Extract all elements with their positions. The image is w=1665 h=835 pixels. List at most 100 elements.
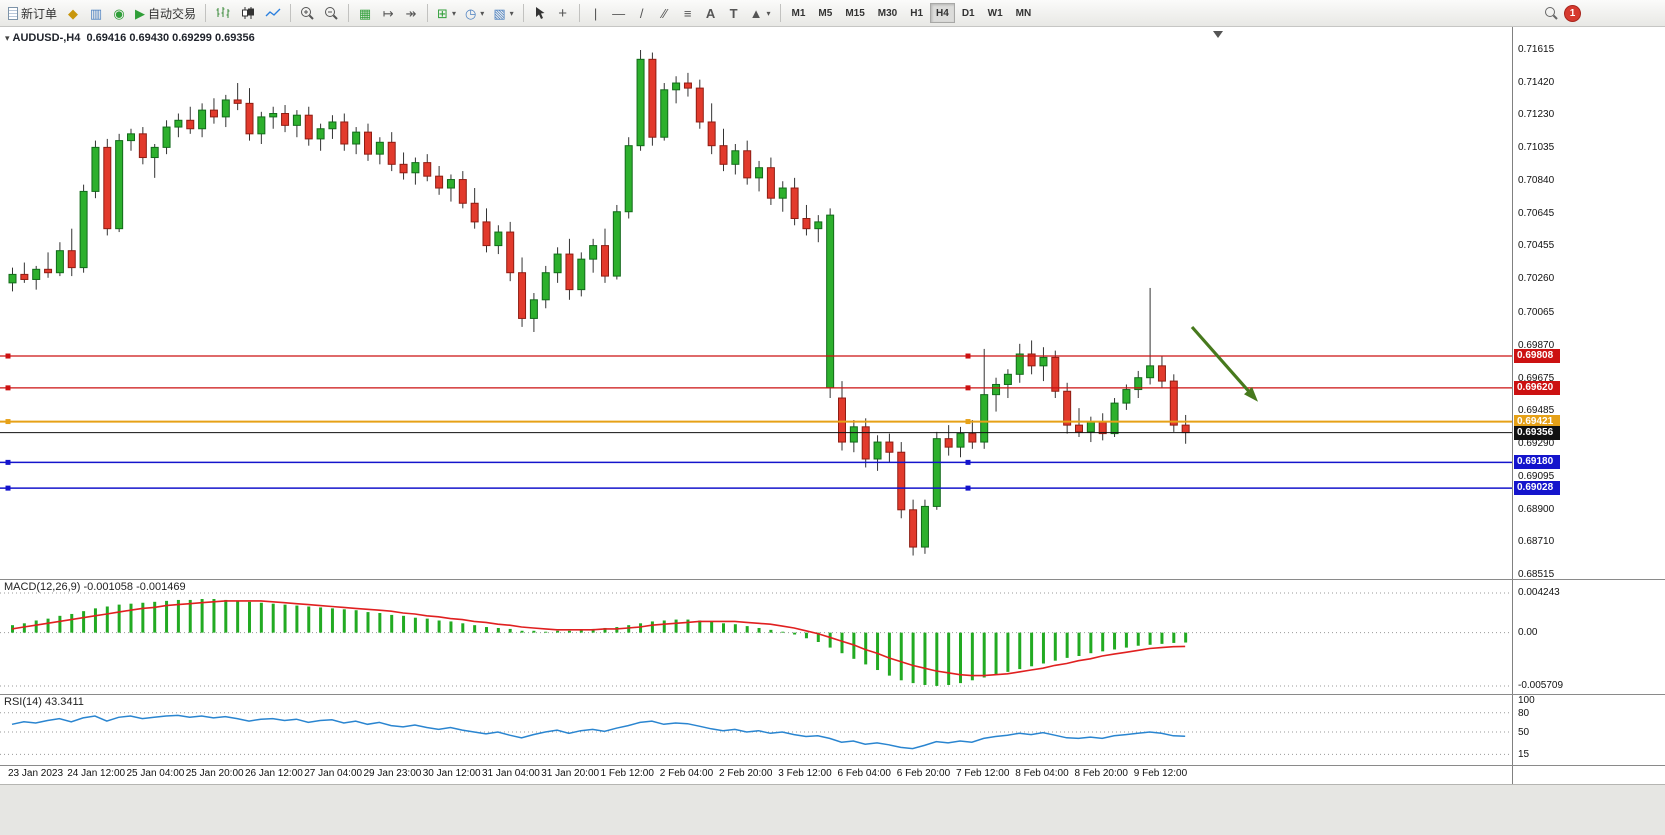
candle-down [399,163,408,174]
macd-panel[interactable]: MACD(12,26,9) -0.001058 -0.001469 [0,579,1512,694]
channel-button[interactable]: ∕∕ [654,2,676,24]
tile-windows-button[interactable]: ▦ [354,2,376,24]
toolbar-separator [427,4,429,22]
main-chart-panel[interactable]: ▾ AUDUSD-,H4 0.69416 0.69430 0.69299 0.69… [0,27,1512,579]
timeframe-w1-button[interactable]: W1 [982,3,1009,23]
macd-chart[interactable] [0,579,1512,694]
collapse-triangle-icon[interactable]: ▾ [5,33,10,43]
bar-chart-button[interactable] [211,2,235,24]
candlestick-chart[interactable] [0,27,1512,579]
candle-up [494,231,503,247]
candle-up [612,211,621,277]
price-tag-0.69180: 0.69180 [1514,455,1560,470]
price-axis[interactable]: 0.71615 0.71420 0.71230 0.71035 0.70840 0.706… [1512,27,1665,784]
timeframe-m1-button[interactable]: M1 [786,3,812,23]
fibonacci-button[interactable]: ≡ [677,2,699,24]
line-chart-icon [265,8,281,17]
horizontal-line-button[interactable]: — [608,2,630,24]
text-tool-button[interactable]: A [700,2,722,24]
candle-up [624,145,633,213]
navigator-button[interactable]: ◉ [108,2,130,24]
line-chart-button[interactable] [261,2,285,24]
candlestick-chart-button[interactable] [236,2,260,24]
rsi-axis-label: 15 [1518,749,1530,761]
hline-handle [965,485,971,491]
profiles-button[interactable]: ◷ ▾ [461,2,488,24]
candle-up [636,58,645,147]
zoom-in-button[interactable] [296,2,319,24]
timeframe-h4-button[interactable]: H4 [930,3,955,23]
hline-handle [5,459,11,465]
timeframe-h1-button[interactable]: H1 [904,3,929,23]
candle-up [257,116,266,135]
rsi-line [11,714,1186,750]
rsi-panel[interactable]: RSI(14) 43.3411 [0,694,1512,765]
candle-down [506,231,515,274]
timeframe-m5-button[interactable]: M5 [812,3,838,23]
search-button[interactable] [1540,2,1563,24]
chart-shift-button[interactable]: ↠ [400,2,422,24]
price-axis-label: 0.69870 [1518,339,1555,351]
shapes-button[interactable]: ▲ ▾ [746,2,775,24]
candle-up [127,133,135,142]
rsi-chart[interactable] [0,694,1512,765]
trend-arrow [1190,325,1254,397]
candle-up [150,146,159,159]
timeframe-d1-button[interactable]: D1 [956,3,981,23]
rsi-axis-label: 100 [1518,695,1535,706]
price-axis-label: 0.71230 [1518,109,1555,121]
label-tool-button[interactable]: T [723,2,745,24]
candle-down [1063,390,1072,426]
panel-separator[interactable] [0,694,1665,695]
autotrade-button[interactable]: ▶ 自动交易 [131,2,200,24]
time-axis-label: 25 Jan 20:00 [185,768,244,779]
zoom-out-icon [325,6,338,20]
candle-up [1039,356,1048,367]
chevron-down-icon: ▾ [480,8,485,18]
candle-down [482,221,491,247]
timeframe-m15-button[interactable]: M15 [839,3,870,23]
candle-down [968,433,977,443]
time-axis-label: 3 Feb 12:00 [778,768,832,779]
candle-up [956,433,965,448]
timeframe-mn-button[interactable]: MN [1010,3,1038,23]
candle-down [281,113,290,126]
candle-down [44,268,53,274]
crosshair-button[interactable]: + [552,2,574,24]
time-axis-label: 6 Feb 20:00 [896,768,951,779]
zoom-out-button[interactable] [320,2,343,24]
time-axis-label: 23 Jan 2023 [8,768,64,779]
chevron-down-icon: ▾ [451,8,456,18]
notification-badge[interactable]: 1 [1564,4,1581,22]
new-chart-button[interactable]: ⊞ ▾ [433,2,460,24]
candle-down [1051,356,1060,392]
price-axis-label: 0.70065 [1518,306,1555,318]
candle-up [1146,365,1155,379]
candle-down [233,99,242,104]
candle-down [20,273,29,280]
trendline-button[interactable]: / [631,2,653,24]
candle-down [1157,365,1166,382]
candle-down [909,509,918,548]
price-axis-label: 0.68710 [1518,535,1555,547]
time-axis-label: 9 Feb 12:00 [1133,768,1188,779]
panel-separator[interactable] [0,579,1665,580]
vertical-line-button[interactable]: | [585,2,607,24]
timeframe-m30-button[interactable]: M30 [872,3,903,23]
candle-down [897,451,906,511]
data-window-button[interactable]: ▥ [85,2,107,24]
market-watch-button[interactable]: ◆ [62,2,84,24]
cursor-button[interactable] [529,2,551,24]
tile-windows-icon: ▦ [358,5,372,21]
text-tool-icon: A [705,5,716,21]
candle-down [648,58,657,138]
new-order-button[interactable]: 新订单 [4,2,61,24]
time-axis[interactable]: 23 Jan 2023 24 Jan 12:00 25 Jan 04:00 25 Ja… [0,765,1512,784]
auto-scroll-button[interactable]: ↦ [377,2,399,24]
bar-chart-icon [216,7,230,18]
candle-down [861,426,870,460]
templates-button[interactable]: ▧ ▾ [489,2,517,24]
candle-up [1122,389,1131,404]
candle-down [245,102,254,135]
price-axis-label: 0.71420 [1518,77,1555,89]
